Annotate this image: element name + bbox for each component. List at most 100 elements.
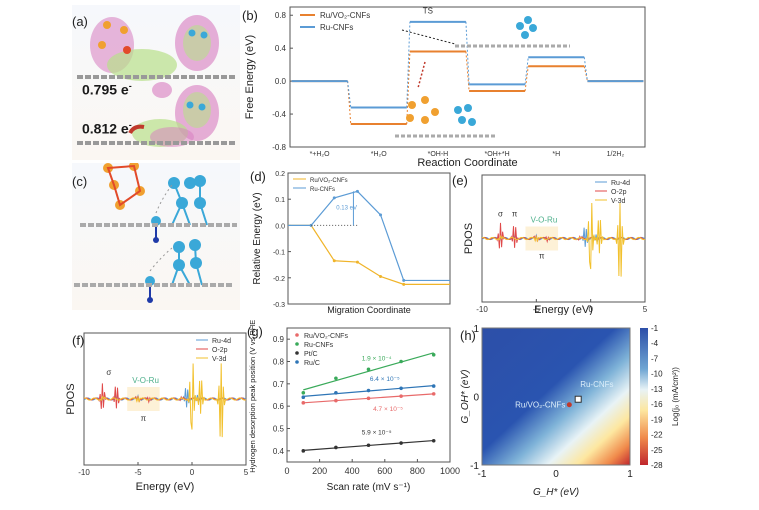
ru-cluster-bottom — [171, 239, 203, 286]
y-tick-label: 0.0 — [275, 77, 287, 86]
y-tick-label: -0.1 — [273, 250, 285, 257]
x-axis-label: Reaction Coordinate — [417, 157, 517, 169]
legend-label: Ru-4d — [212, 338, 231, 345]
data-point — [334, 376, 338, 381]
ru-atom — [458, 116, 466, 124]
x-axis-label: G_H* (eV) — [533, 487, 579, 498]
barrier-annotation: 0.13 eV — [336, 206, 357, 212]
y-tick-label: 0.5 — [273, 425, 285, 434]
panel-label: (d) — [250, 169, 266, 184]
y-tick-label: 0.4 — [275, 44, 287, 53]
x-tick-label: 800 — [410, 466, 425, 476]
v-o-ru-annotation: V-O-Ru — [531, 216, 558, 225]
y-tick-label: -0.3 — [273, 302, 285, 309]
legend-marker — [295, 342, 299, 346]
panel-c-label: (c) — [72, 174, 88, 189]
legend-label: V-3d — [212, 356, 227, 363]
data-point — [399, 441, 403, 445]
data-point — [301, 390, 306, 395]
pi-annotation: π — [512, 210, 518, 219]
data-point — [431, 438, 436, 443]
v-atom — [431, 108, 439, 116]
data-point — [355, 260, 359, 264]
colorbar-label: Log(j₀ (mA/cm²)) — [671, 367, 680, 426]
connector — [465, 51, 470, 92]
ru-vo2-cnfs-marker — [566, 402, 572, 408]
ts-structure-inset — [401, 16, 570, 48]
x-tick-label: 5 — [244, 468, 249, 477]
connector — [406, 51, 411, 124]
x-tick-label: 1 — [627, 469, 633, 480]
x-tick-label: -5 — [533, 305, 541, 314]
data-point — [355, 189, 359, 193]
fit-line — [303, 352, 434, 391]
charge-value-2: 0.812 e- — [82, 120, 132, 137]
ru-vo2-cnfs-label: Ru/VO₂-CNFs — [515, 401, 565, 410]
panel-label: (g) — [247, 324, 263, 339]
v-o-ru-annotation: V-O-Ru — [132, 376, 159, 385]
chart-g-scan-rate: (g) 0 200 400 600 800 1000 0.9 0.8 0.7 0.6 0.5 0.4 Sc… — [245, 317, 470, 505]
y-axis-label: PDOS — [463, 223, 475, 254]
colorbar-tick-label: -13 — [651, 385, 663, 394]
series-line — [288, 224, 450, 285]
y-tick-label: 0.2 — [275, 171, 285, 178]
y-tick-label: 0.4 — [273, 447, 285, 456]
chart-d-relative-energy: (d) 0.2 0.1 0.0 -0.1 -0.2 -0.3 Relative Energy … — [248, 165, 458, 315]
ru-atom — [468, 118, 476, 126]
y-axis-label: Relative Energy (eV) — [252, 192, 263, 284]
charge-density-illustration — [77, 15, 237, 147]
panel-label: (f) — [72, 333, 84, 348]
chart-d-svg: (d) 0.2 0.1 0.0 -0.1 -0.2 -0.3 Relative Energy … — [250, 169, 451, 315]
y-tick-label: 0 — [473, 393, 479, 404]
ru-cluster-top — [168, 175, 208, 226]
y-tick-label: 0.6 — [273, 402, 285, 411]
connector — [347, 81, 352, 124]
x-tick-label: -10 — [78, 468, 90, 477]
ru-atom — [524, 16, 532, 24]
series-line — [288, 190, 450, 282]
x-axis-label: Energy (eV) — [534, 304, 593, 315]
connector — [347, 81, 352, 108]
data-point — [399, 394, 403, 398]
ts-annotation: TS — [423, 7, 433, 16]
v-atom — [421, 116, 429, 124]
chart-h-heatmap: (h) 1 0 -1 -1 0 1 G_H* (eV) G_OH* (eV) Ru-CNFs Ru/… — [460, 320, 759, 505]
colorbar-tick-label: -22 — [651, 431, 663, 440]
pdos-trace — [84, 363, 247, 438]
legend-label: Ru-CNFs — [320, 23, 353, 32]
ru-atom — [529, 24, 537, 32]
data-point — [399, 386, 403, 391]
barrier-arrow — [417, 61, 426, 89]
chart-g-svg: (g) 0 200 400 600 800 1000 0.9 0.8 0.7 0.6 0.5 0.4 Sc… — [247, 317, 460, 493]
y-axis-label: G_OH* (eV) — [460, 370, 471, 424]
pi-annotation-lower: π — [539, 252, 545, 261]
data-point — [431, 353, 436, 357]
v-atom — [421, 96, 429, 104]
connector — [524, 57, 529, 85]
charge-value-2-text: 0.812 e — [82, 120, 129, 137]
slope-label: 1.9 × 10⁻⁴ — [362, 356, 392, 363]
x-tick-label: 1000 — [440, 466, 460, 476]
colorbar-tick-label: -19 — [651, 415, 663, 424]
ru-cnfs-marker — [574, 395, 582, 403]
y-tick-label: 0.9 — [273, 335, 285, 344]
x-tick-label: *H — [552, 151, 560, 158]
slope-label: 6.4 × 10⁻⁵ — [370, 376, 400, 383]
pointer-arrow — [401, 29, 456, 45]
panel-c-structures — [72, 161, 240, 310]
x-tick-label: -10 — [476, 305, 488, 314]
legend-label: Pt/C — [304, 351, 318, 358]
panel-a-label: (a) — [72, 14, 88, 29]
legend-label: Ru/VO₂-CNFs — [320, 11, 370, 20]
chart-h-svg: (h)10-1-1 0 1G_H* (eV)G_OH* (eV) Ru-CNFsRu/… — [460, 324, 680, 498]
charge-value-1-text: 0.795 e — [82, 81, 129, 98]
data-point — [334, 445, 338, 450]
data-point — [301, 401, 306, 405]
x-tick-label: 1/2H₂ — [607, 151, 625, 158]
sigma-annotation: σ — [106, 368, 111, 377]
plot-frame — [481, 327, 631, 466]
data-point — [402, 282, 406, 286]
y-tick-label: -1 — [470, 461, 479, 472]
colorbar — [640, 328, 648, 465]
legend-label: Ru/VO₂-CNFs — [304, 333, 348, 340]
